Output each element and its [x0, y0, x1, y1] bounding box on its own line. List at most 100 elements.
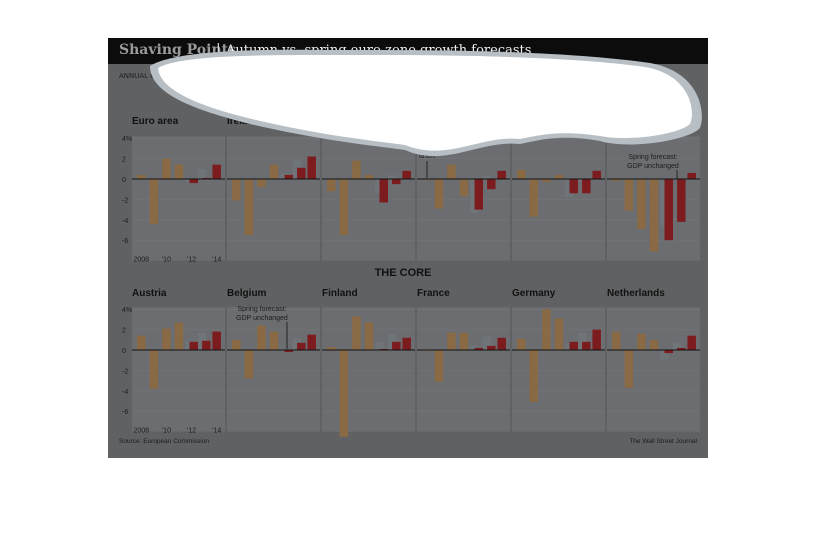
bar-actual: [649, 179, 659, 252]
bar-actual: [624, 179, 634, 211]
panel-title: France: [417, 288, 450, 299]
bar-actual: [624, 350, 634, 388]
bar-autumn-forecast: [402, 170, 411, 179]
bar-autumn-forecast: [677, 179, 686, 222]
bar-autumn-forecast: [189, 179, 199, 184]
bar-actual: [422, 350, 431, 352]
bar-actual: [542, 309, 551, 350]
bar-autumn-forecast: [307, 156, 316, 179]
bar-actual: [269, 331, 279, 350]
bar-actual: [339, 350, 349, 437]
panel-title: Belgium: [227, 288, 267, 299]
chart-figure: Shaving Points | Autumn vs. spring euro-…: [108, 38, 708, 458]
y-tick-label: -6: [122, 409, 128, 416]
bar-autumn-forecast: [379, 179, 389, 203]
panel-title: Portugal: [417, 116, 458, 127]
bar-actual: [364, 322, 374, 350]
bar-actual: [447, 164, 456, 179]
group-heading: THE CORE: [375, 267, 432, 279]
bar-autumn-forecast: [284, 174, 294, 179]
panel-background: [322, 136, 415, 261]
bar-autumn-forecast: [677, 347, 686, 350]
panel-background: [607, 307, 700, 432]
y-tick-label: -4: [122, 389, 128, 396]
x-tick-label: '10: [162, 257, 171, 264]
x-tick-label: '14: [212, 428, 221, 435]
bar-autumn-forecast: [487, 345, 496, 350]
bar-actual: [554, 174, 564, 179]
y-tick-label: 2: [122, 157, 126, 164]
bar-spring-forecast: [482, 336, 492, 350]
bar-spring-forecast: [280, 173, 289, 179]
bar-actual: [174, 322, 184, 350]
bar-autumn-forecast: [664, 179, 674, 241]
bar-actual: [269, 164, 279, 179]
bar-actual: [352, 316, 361, 350]
bar-autumn-forecast: [664, 350, 674, 354]
panel-title: Spain: [512, 116, 539, 127]
bar-actual: [339, 179, 349, 236]
bar-actual: [257, 325, 266, 350]
panel-background: [512, 136, 605, 261]
bar-actual: [434, 179, 444, 209]
panel-title: Netherlands: [607, 288, 665, 299]
bar-actual: [542, 179, 551, 183]
bar-spring-forecast: [185, 179, 194, 183]
bar-actual: [517, 169, 526, 179]
bar-spring-forecast: [387, 333, 397, 350]
bar-actual: [637, 179, 646, 229]
bar-spring-forecast: [565, 342, 574, 350]
bar-spring-forecast: [292, 337, 302, 350]
bar-autumn-forecast: [284, 350, 294, 353]
bar-actual: [137, 335, 146, 350]
bar-spring-forecast: [375, 341, 384, 350]
bar-spring-forecast: [185, 341, 194, 350]
annotation-text: Spring forecast:: [628, 154, 677, 161]
bar-autumn-forecast: [569, 341, 579, 350]
bar-autumn-forecast: [569, 179, 579, 194]
panel-background: [417, 307, 510, 432]
bar-autumn-forecast: [687, 172, 696, 179]
bar-actual: [244, 350, 254, 379]
bar-actual: [459, 179, 469, 197]
source-note: Source: European Commission: [119, 438, 209, 445]
panel-title: Austria: [132, 288, 167, 299]
bar-actual: [162, 158, 171, 179]
panel-title: Germany: [512, 288, 556, 299]
bar-spring-forecast: [292, 159, 302, 179]
bar-actual: [137, 174, 146, 179]
bar-actual: [162, 328, 171, 350]
small-multiples: THE PERIPHERY THE CORE Euro area Ireland Ita…: [119, 97, 700, 445]
bar-spring-forecast: [482, 175, 492, 179]
bar-actual: [637, 333, 646, 350]
bar-autumn-forecast: [297, 342, 306, 350]
bar-autumn-forecast: [202, 340, 211, 350]
x-tick-label: 2008: [133, 257, 149, 264]
y-tick-label: 0: [122, 177, 126, 184]
bar-autumn-forecast: [212, 331, 221, 350]
bar-actual: [529, 179, 539, 217]
bar-actual: [257, 179, 266, 188]
panel-background: [132, 136, 225, 261]
bar-actual: [649, 339, 659, 350]
bar-actual: [517, 338, 526, 350]
bar-actual: [174, 164, 184, 179]
bar-actual: [554, 318, 564, 350]
bar-autumn-forecast: [212, 164, 221, 179]
bar-spring-forecast: [197, 168, 207, 179]
panel-title: Euro area: [132, 116, 179, 127]
bar-autumn-forecast: [189, 341, 199, 350]
bar-autumn-forecast: [497, 337, 506, 350]
bar-autumn-forecast: [487, 179, 496, 190]
bar-actual: [149, 179, 159, 224]
bar-autumn-forecast: [687, 335, 696, 350]
bar-spring-forecast: [197, 332, 207, 350]
bar-spring-forecast: [470, 179, 479, 213]
bar-autumn-forecast: [379, 348, 389, 350]
bar-actual: [327, 179, 336, 192]
bar-actual: [244, 179, 254, 236]
panel-title: Ireland: [227, 116, 260, 127]
bar-actual: [232, 339, 241, 350]
bar-spring-forecast: [565, 179, 574, 198]
bar-spring-forecast: [660, 350, 669, 360]
